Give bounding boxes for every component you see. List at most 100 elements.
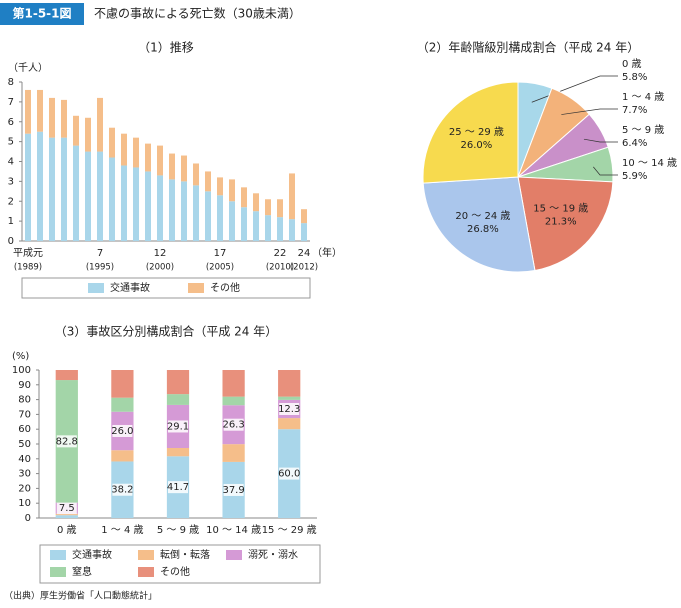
bar-segment bbox=[229, 201, 235, 241]
legend-swatch bbox=[226, 550, 242, 560]
bar-segment bbox=[169, 153, 175, 180]
pie-slice bbox=[422, 81, 519, 184]
data-label-bg bbox=[56, 435, 77, 448]
y-tick-label: 20 bbox=[18, 483, 31, 494]
data-label: 82.8 bbox=[56, 436, 78, 447]
legend-box bbox=[39, 544, 321, 584]
pie-label: 5 ～ 9 歳 bbox=[622, 124, 664, 136]
bar-segment bbox=[181, 155, 187, 182]
y-tick-label: 3 bbox=[8, 176, 14, 187]
bar-segment bbox=[277, 217, 283, 241]
bar-segment bbox=[193, 185, 199, 241]
x-tick-label: 5 ～ 9 歳 bbox=[157, 524, 199, 536]
figure-badge bbox=[0, 3, 84, 25]
bar-segment bbox=[85, 117, 91, 152]
bar-segment bbox=[166, 370, 190, 395]
pie-label: 0 歳 bbox=[622, 58, 642, 70]
bar-segment bbox=[301, 223, 307, 241]
data-label: 26.3 bbox=[222, 420, 244, 431]
y-tick-label: 8 bbox=[8, 77, 14, 88]
legend-swatch bbox=[138, 567, 154, 577]
bar-segment bbox=[289, 173, 295, 220]
data-label-bg bbox=[223, 483, 244, 496]
data-label-bg bbox=[168, 420, 188, 433]
figure-number: 第1-5-1図 bbox=[12, 6, 71, 21]
bar-segment bbox=[265, 199, 271, 216]
data-label-bg bbox=[279, 467, 300, 480]
x-tick-label: 15 ～ 29 歳 bbox=[262, 524, 317, 536]
legend-label: その他 bbox=[210, 281, 240, 294]
pie-value-label: 5.8% bbox=[622, 72, 647, 83]
bar-segment bbox=[181, 181, 187, 241]
pie-value-label: 6.4% bbox=[622, 138, 647, 149]
y-tick-label: 90 bbox=[18, 380, 31, 391]
bar-segment bbox=[73, 145, 79, 241]
legend-label: 窒息 bbox=[72, 565, 92, 578]
x-tick-label: 12 bbox=[154, 248, 167, 259]
x-tick-label: 0 歳 bbox=[57, 524, 77, 536]
y-tick-label: 6 bbox=[8, 117, 14, 128]
legend-label: その他 bbox=[160, 565, 190, 578]
chart-title: （1）推移 bbox=[138, 41, 194, 55]
y-tick-label: 4 bbox=[8, 157, 14, 168]
data-label: 37.9 bbox=[222, 485, 244, 496]
bar-segment bbox=[109, 157, 115, 241]
x-axis-label: （年） bbox=[312, 246, 342, 259]
x-tick-sublabel: (2000) bbox=[146, 263, 174, 273]
bar-segment bbox=[73, 115, 79, 146]
x-tick-sublabel: (2005) bbox=[206, 263, 234, 273]
pie-value-label: 26.0% bbox=[461, 140, 493, 151]
bar-segment bbox=[241, 207, 247, 241]
legend-label: 溺死・溺水 bbox=[248, 549, 298, 561]
y-tick-label: 100 bbox=[12, 365, 31, 376]
legend-swatch bbox=[138, 550, 154, 560]
bar-segment bbox=[49, 137, 55, 241]
y-tick-label: 80 bbox=[18, 395, 31, 406]
y-tick-label: 30 bbox=[18, 469, 31, 480]
data-label: 26.0 bbox=[111, 426, 133, 437]
bar-segment bbox=[55, 513, 78, 516]
data-label: 38.2 bbox=[111, 485, 133, 496]
data-label: 29.1 bbox=[167, 421, 189, 432]
chart-title: （3）事故区分別構成割合（平成 24 年） bbox=[55, 324, 278, 339]
bar-segment bbox=[217, 195, 223, 241]
bar-segment bbox=[229, 179, 235, 202]
y-tick-label: 40 bbox=[18, 454, 31, 465]
x-tick-label: 22 bbox=[274, 248, 287, 259]
bar-segment bbox=[241, 187, 247, 208]
bar-segment bbox=[133, 167, 139, 241]
legend-swatch bbox=[188, 283, 204, 293]
bar-segment bbox=[278, 370, 301, 397]
chart-title: （2）年齢階級別構成割合（平成 24 年） bbox=[417, 40, 640, 55]
bar-segment bbox=[121, 165, 127, 241]
bar-segment bbox=[61, 137, 67, 241]
legend-swatch bbox=[88, 283, 104, 293]
y-tick-label: 60 bbox=[18, 424, 31, 435]
pie-label: 20 ～ 24 歳 bbox=[455, 210, 510, 222]
bar-segment bbox=[145, 171, 151, 241]
pie-label: 1 ～ 4 歳 bbox=[622, 91, 664, 103]
bar-segment bbox=[217, 177, 223, 196]
bar-segment bbox=[61, 99, 67, 138]
bar-segment bbox=[205, 171, 211, 192]
bar-segment bbox=[157, 145, 163, 176]
leader-line bbox=[593, 166, 618, 176]
x-tick-label: 平成元 bbox=[13, 247, 43, 259]
legend-label: 交通事故 bbox=[110, 281, 150, 294]
pie-slice bbox=[517, 176, 614, 272]
x-tick-sublabel: (1995) bbox=[86, 263, 114, 273]
data-label-bg bbox=[112, 483, 133, 496]
data-label: 7.5 bbox=[59, 503, 75, 514]
bar-segment bbox=[25, 133, 31, 241]
y-axis-label: (%) bbox=[12, 351, 29, 362]
bar-segment bbox=[97, 151, 103, 241]
y-tick-label: 1 bbox=[8, 216, 14, 227]
legend-swatch bbox=[50, 567, 66, 577]
y-tick-label: 50 bbox=[18, 439, 31, 450]
leader-line bbox=[561, 108, 618, 115]
data-label: 60.0 bbox=[278, 469, 300, 480]
bar-segment bbox=[205, 191, 211, 241]
bar-segment bbox=[277, 199, 283, 218]
bar-segment bbox=[97, 97, 103, 152]
data-label-bg bbox=[223, 418, 244, 431]
